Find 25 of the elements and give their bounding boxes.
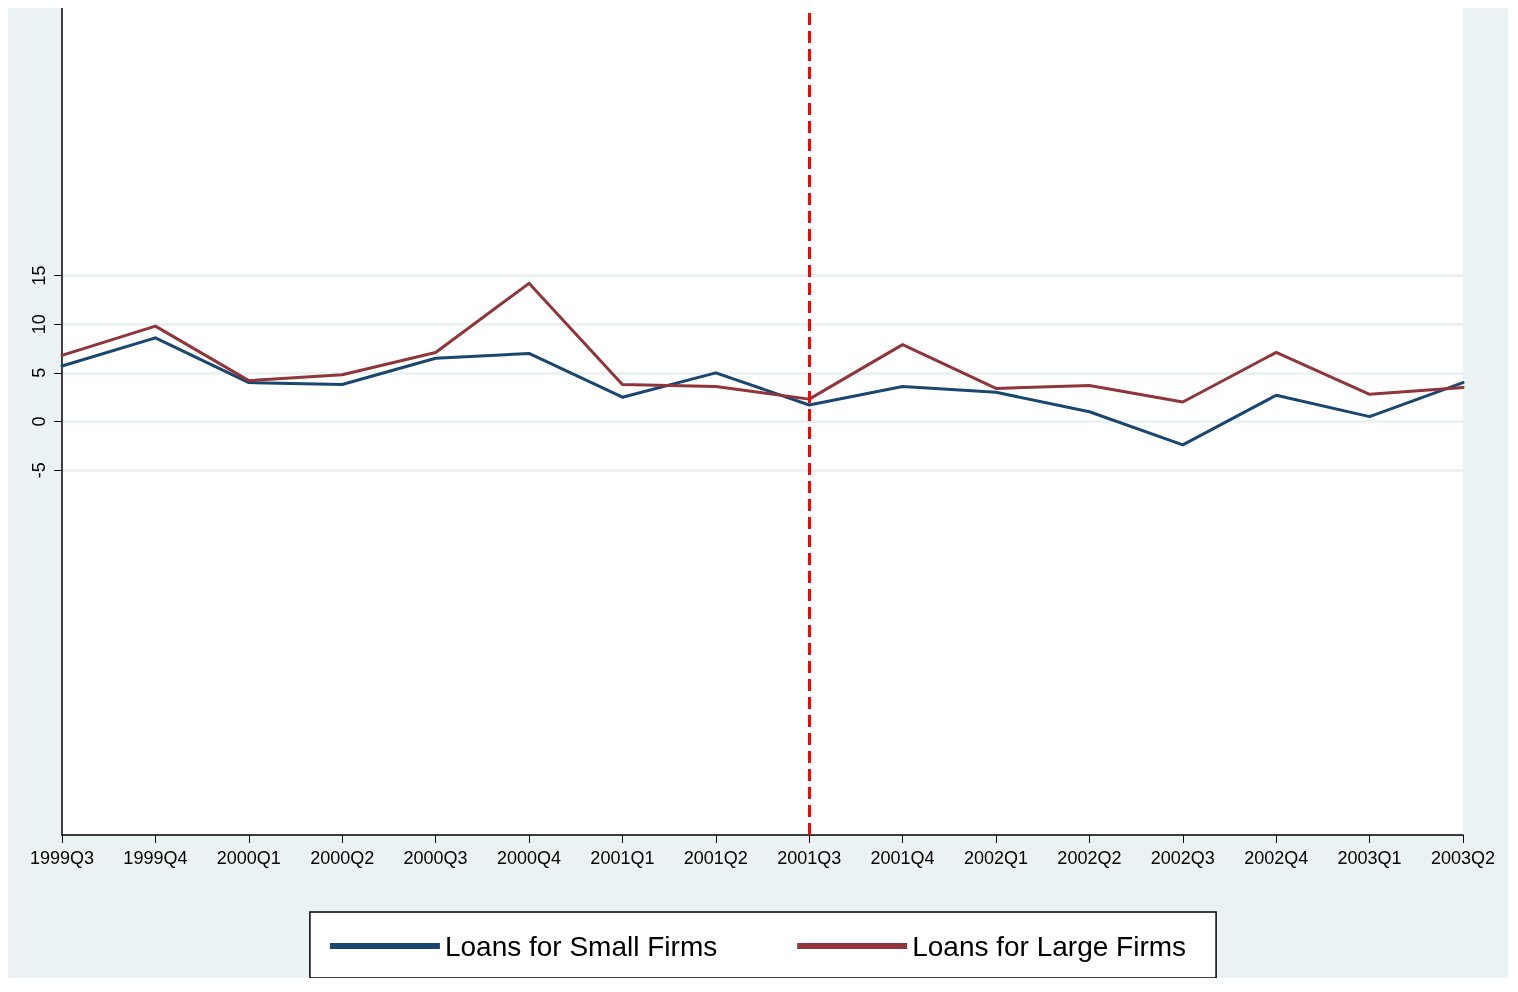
x-tick-label: 2003Q1: [1337, 848, 1402, 868]
y-tick-label: 15: [29, 265, 49, 286]
x-tick-label: 2001Q1: [590, 848, 655, 868]
x-tick-label: 2002Q3: [1150, 848, 1215, 868]
x-tick-label: 2002Q1: [963, 848, 1029, 868]
legend-label: Loans for Small Firms: [444, 930, 718, 962]
x-tick-label: 2001Q3: [777, 848, 842, 868]
y-tick-label: -5: [29, 462, 49, 479]
x-tick-label: 1999Q4: [123, 848, 188, 868]
x-tick-label: 1999Q3: [29, 848, 95, 868]
x-tick-label: 2001Q4: [870, 848, 935, 868]
x-tick-label: 2002Q4: [1244, 848, 1309, 868]
x-tick-label: 2002Q2: [1057, 848, 1122, 868]
x-tick-label: 2000Q1: [216, 848, 281, 868]
x-tick-label: 2000Q2: [310, 848, 375, 868]
x-tick-label: 2003Q2: [1430, 848, 1496, 868]
y-tick-label: 10: [29, 314, 49, 335]
line-series: [60, 281, 1465, 404]
x-tick-label: 2000Q3: [403, 848, 468, 868]
y-tick-label: 5: [29, 367, 49, 378]
x-tick-label: 2001Q2: [683, 848, 748, 868]
y-tick-label: 0: [29, 416, 49, 427]
line-series: [60, 336, 1465, 447]
legend-label: Loans for Large Firms: [912, 930, 1187, 962]
x-tick-label: 2000Q4: [496, 848, 562, 868]
